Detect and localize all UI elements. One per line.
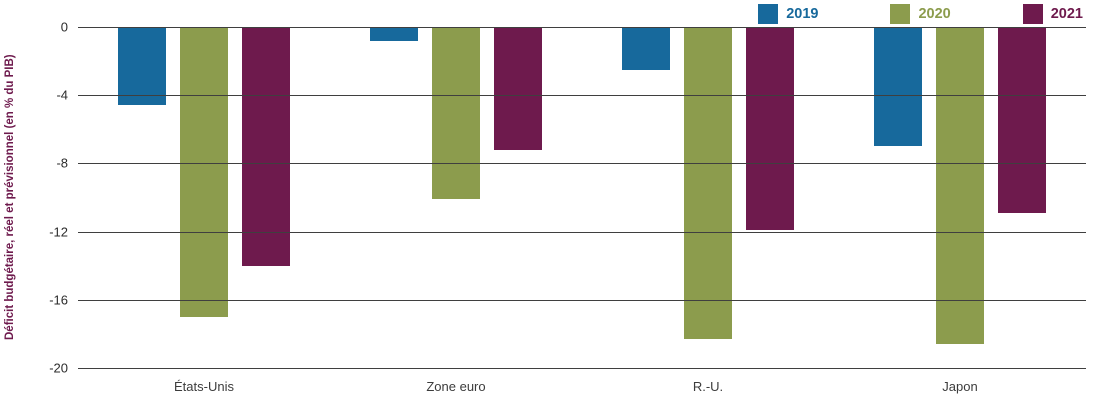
gridline (78, 27, 1086, 28)
gridline (78, 368, 1086, 369)
bar-2019 (370, 27, 418, 41)
legend-swatch (758, 4, 779, 24)
bar-group (78, 27, 330, 368)
bar-group (834, 27, 1086, 368)
bar-2021 (494, 27, 542, 150)
bar-2019 (622, 27, 670, 70)
legend-item: 2021 (1022, 4, 1083, 24)
category-label: Japon (942, 379, 978, 394)
legend-item: 2020 (890, 4, 951, 24)
category-label: R.-U. (692, 379, 724, 394)
bar-2020 (684, 27, 732, 339)
legend-label: 2021 (1050, 6, 1083, 22)
legend-label: 2019 (786, 6, 819, 22)
legend-swatch (1022, 4, 1043, 24)
plot-area: 0 -4 -8 -12 -16 -20 (49, 20, 1086, 376)
legend-label: 2020 (918, 6, 951, 22)
gridline (78, 231, 1086, 233)
category-label: Zone euro (426, 379, 486, 394)
legend: 2019 2020 2021 (758, 4, 1083, 24)
y-axis-title: Déficit budgétaire, réel et prévisionnel… (4, 54, 16, 341)
bar-2021 (746, 27, 794, 230)
bar-2021 (998, 27, 1046, 213)
bar-2019 (874, 27, 922, 147)
bar-2021 (242, 27, 290, 266)
bar-2020 (432, 27, 480, 200)
y-tick-label: -8 (56, 155, 68, 171)
y-tick-label: -4 (56, 87, 68, 103)
y-tick-label: -12 (49, 224, 68, 240)
x-labels: États-Unis Zone euro R.-U. Japon (78, 379, 1086, 394)
legend-item: 2019 (758, 4, 818, 24)
gridline (78, 95, 1086, 97)
y-tick-label: 0 (60, 19, 68, 35)
gridline (78, 299, 1086, 301)
legend-swatch (890, 4, 911, 24)
bar-2020 (936, 27, 984, 345)
bar-group (330, 27, 582, 368)
category-label: États-Unis (174, 379, 234, 394)
gridline (78, 163, 1086, 165)
y-tick-label: -20 (49, 360, 68, 376)
y-tick-label: -16 (49, 292, 68, 308)
bar-2020 (180, 27, 228, 317)
bar-2019 (118, 27, 166, 106)
bar-group (582, 27, 834, 368)
bar-groups (78, 27, 1086, 368)
